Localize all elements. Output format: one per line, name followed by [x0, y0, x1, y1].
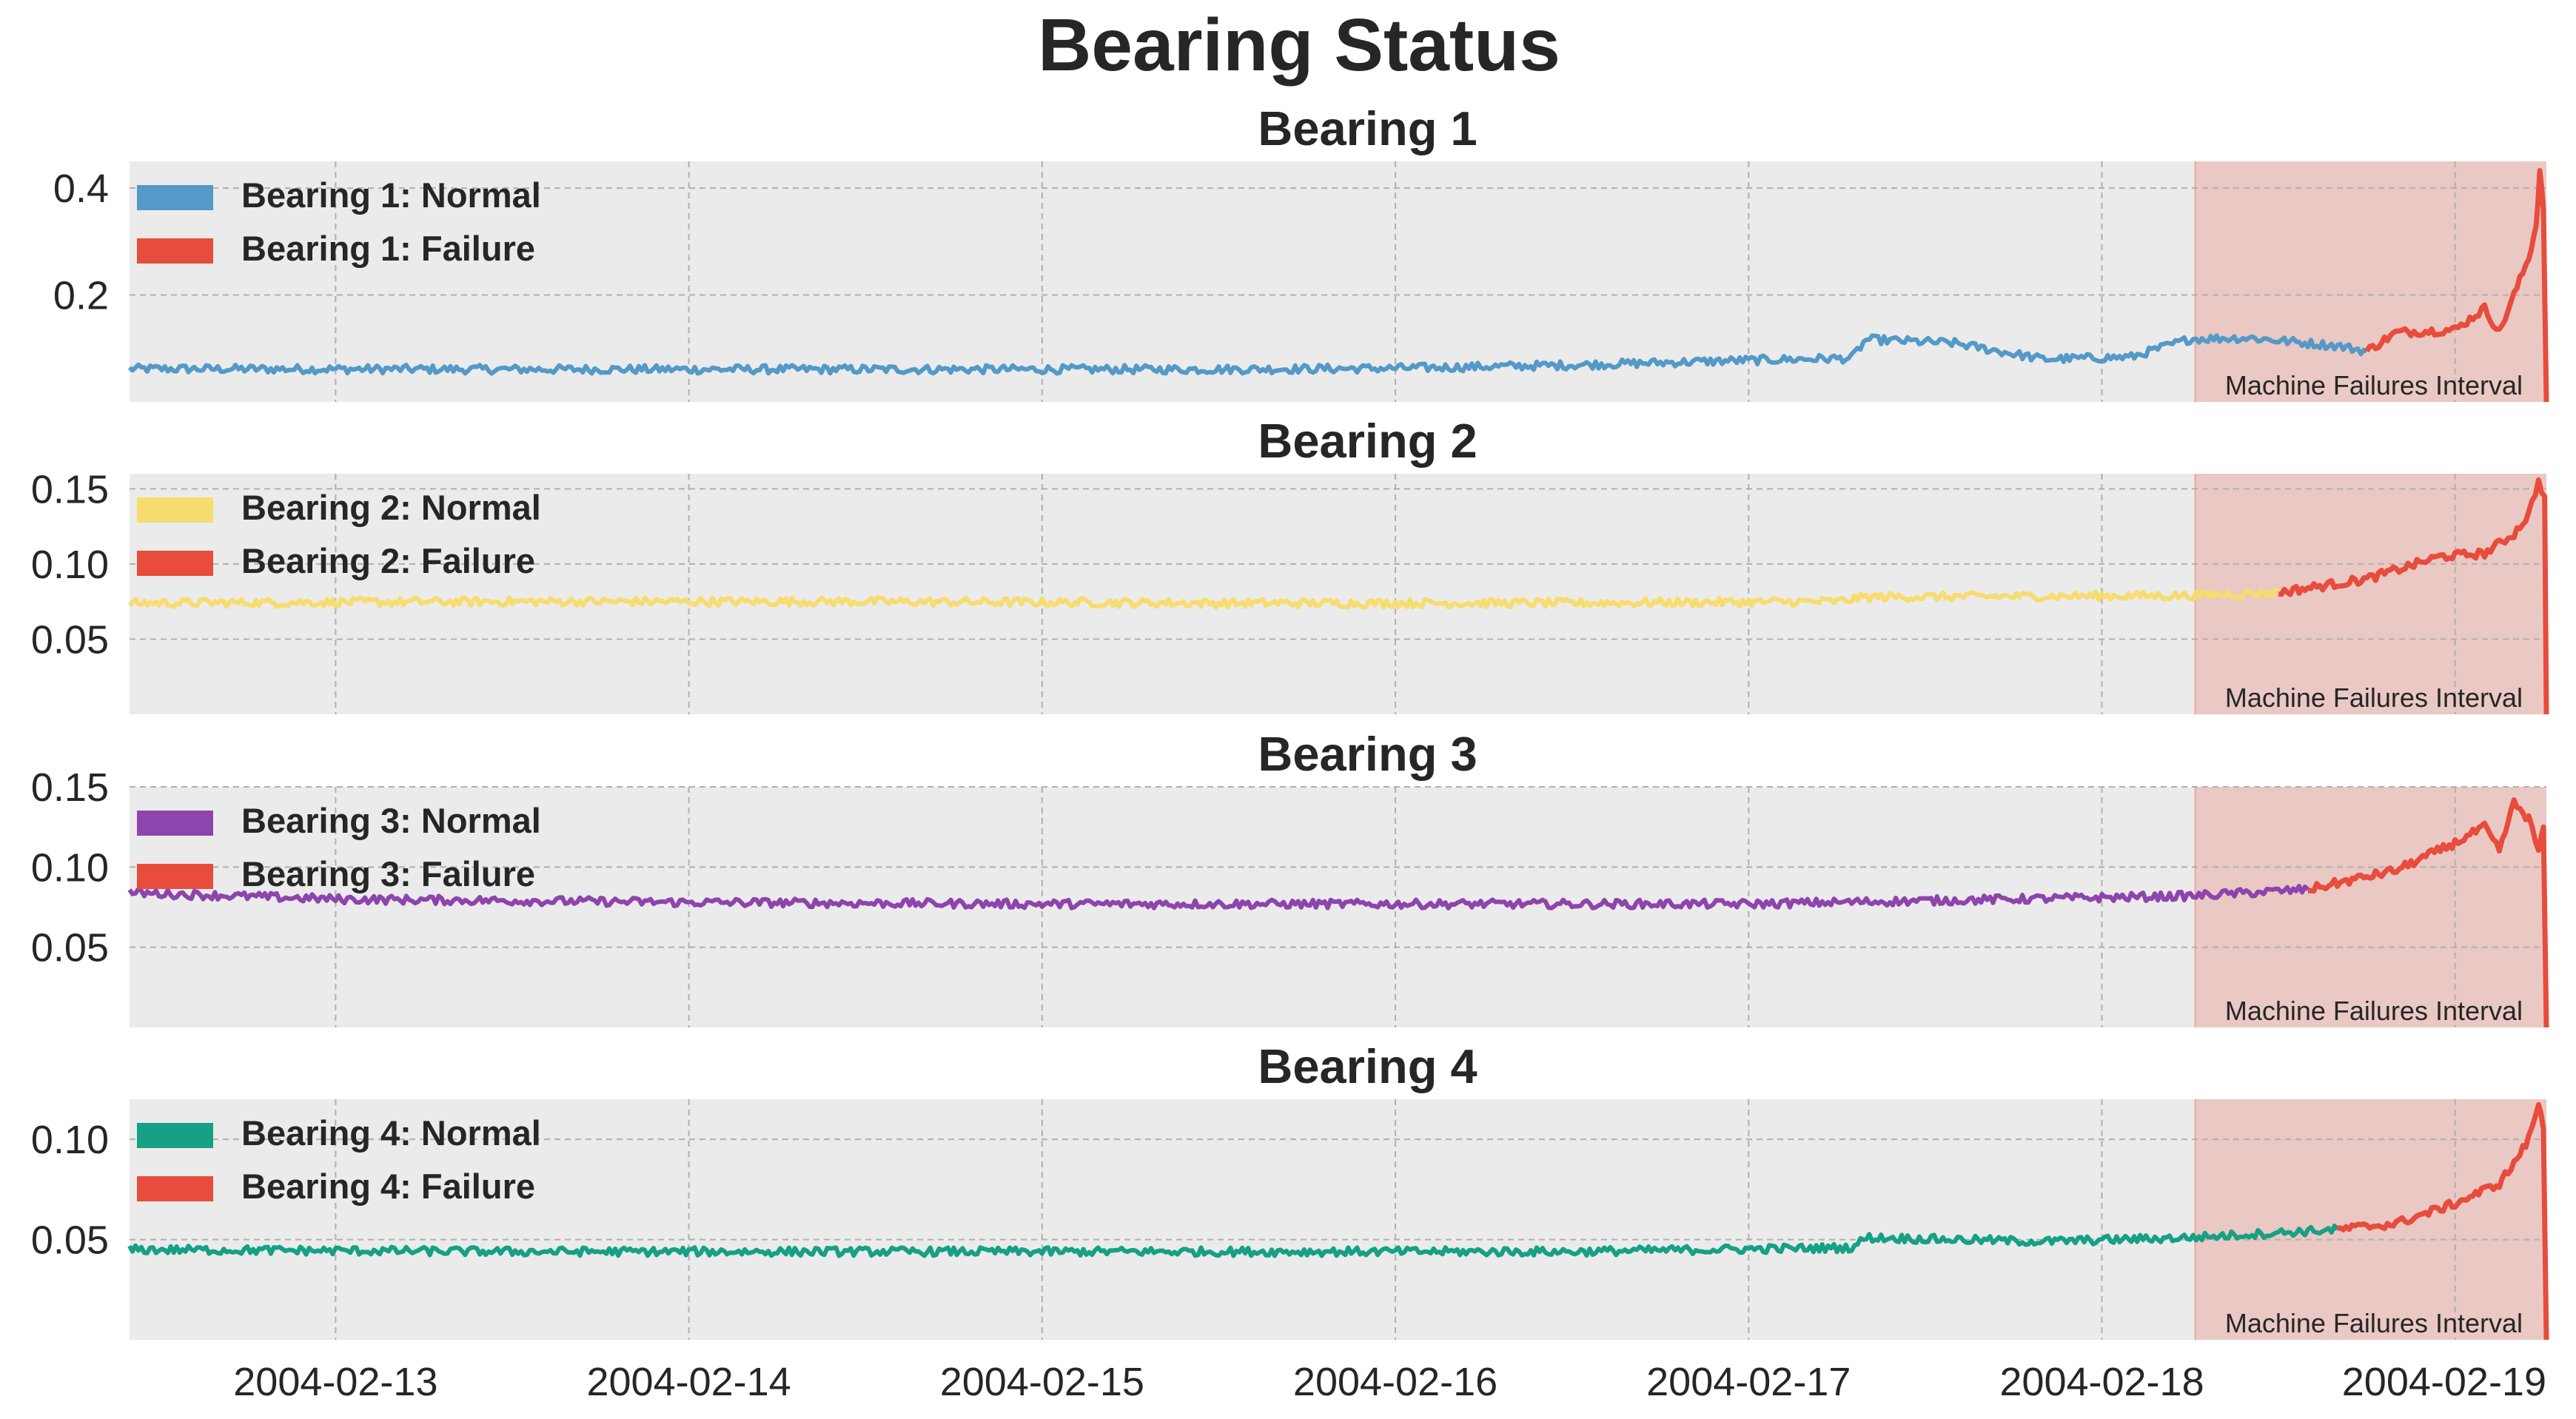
legend-label-failure: Bearing 2: Failure — [241, 541, 535, 580]
legend-swatch-normal — [137, 185, 213, 210]
series-line-failure — [2364, 168, 2549, 403]
legend-label-normal: Bearing 1: Normal — [241, 175, 541, 215]
y-tick-label: 0.4 — [53, 167, 109, 211]
legend-swatch-failure — [137, 1176, 213, 1201]
failure-interval-band — [2195, 474, 2546, 714]
failure-interval-band — [2195, 1099, 2546, 1340]
panel-title: Bearing 3 — [1258, 727, 1477, 781]
failure-interval-band — [2195, 161, 2546, 402]
panel-title: Bearing 1 — [1258, 101, 1477, 155]
y-tick-label: 0.10 — [31, 845, 109, 890]
series-line-normal — [128, 587, 2281, 610]
legend-swatch-normal — [137, 811, 213, 836]
legend-label-normal: Bearing 4: Normal — [241, 1113, 541, 1153]
x-tick-label: 2004-02-19 — [2342, 1360, 2546, 1404]
legend-label-failure: Bearing 4: Failure — [241, 1167, 535, 1206]
panel-title: Bearing 2 — [1258, 414, 1477, 468]
x-tick-label: 2004-02-13 — [233, 1360, 437, 1404]
series-line-failure — [2278, 477, 2549, 715]
panel-1: 0.2 0.4 Bearing 1 Bearing 1: Normal Bearing … — [53, 101, 2549, 403]
x-tick-label: 2004-02-15 — [940, 1360, 1144, 1404]
panel-title: Bearing 4 — [1258, 1039, 1477, 1093]
x-tick-label: 2004-02-14 — [586, 1360, 791, 1404]
legend-swatch-failure — [137, 238, 213, 264]
series-line-normal — [127, 333, 2368, 376]
y-tick-label: 0.15 — [31, 467, 109, 511]
legend-swatch-failure — [137, 551, 213, 576]
x-tick-label: 2004-02-18 — [1999, 1360, 2204, 1404]
series-line-normal — [127, 884, 2310, 910]
failure-interval-label: Machine Failures Interval — [2225, 1308, 2523, 1338]
panel-3: 0.05 0.10 0.15 Bearing 3 Bearing 3: Normal Be… — [31, 727, 2549, 1028]
legend-label-normal: Bearing 3: Normal — [241, 801, 541, 840]
legend-label-failure: Bearing 3: Failure — [241, 854, 535, 893]
y-tick-label: 0.2 — [53, 274, 109, 318]
y-tick-label: 0.05 — [31, 926, 109, 970]
y-tick-label: 0.05 — [31, 1218, 109, 1263]
series-line-normal — [127, 1224, 2339, 1258]
y-tick-label: 0.05 — [31, 617, 109, 662]
x-tick-label: 2004-02-16 — [1293, 1360, 1497, 1404]
failure-interval-label: Machine Failures Interval — [2225, 996, 2523, 1026]
series-line-failure — [2307, 797, 2549, 1028]
plot-area — [130, 161, 2546, 402]
failure-interval-label: Machine Failures Interval — [2225, 682, 2523, 713]
panel-4: 0.05 0.10 Bearing 4 Bearing 4: Normal Bearin… — [31, 1039, 2549, 1341]
legend-label-normal: Bearing 2: Normal — [241, 488, 541, 527]
failure-interval-label: Machine Failures Interval — [2225, 370, 2523, 400]
legend-label-failure: Bearing 1: Failure — [241, 229, 535, 268]
plot-area — [130, 787, 2546, 1027]
y-tick-label: 0.15 — [31, 765, 109, 810]
failure-interval-band — [2195, 787, 2546, 1027]
y-tick-label: 0.10 — [31, 1118, 109, 1162]
legend-swatch-normal — [137, 497, 213, 523]
x-tick-label: 2004-02-17 — [1646, 1360, 1851, 1404]
y-tick-label: 0.10 — [31, 543, 109, 587]
legend-swatch-failure — [137, 864, 213, 889]
legend-swatch-normal — [137, 1123, 213, 1148]
series-line-failure — [2337, 1101, 2549, 1341]
panel-2: 0.05 0.10 0.15 Bearing 2 Bearing 2: Normal Be… — [31, 414, 2549, 715]
chart-title: Bearing Status — [1038, 4, 1560, 87]
